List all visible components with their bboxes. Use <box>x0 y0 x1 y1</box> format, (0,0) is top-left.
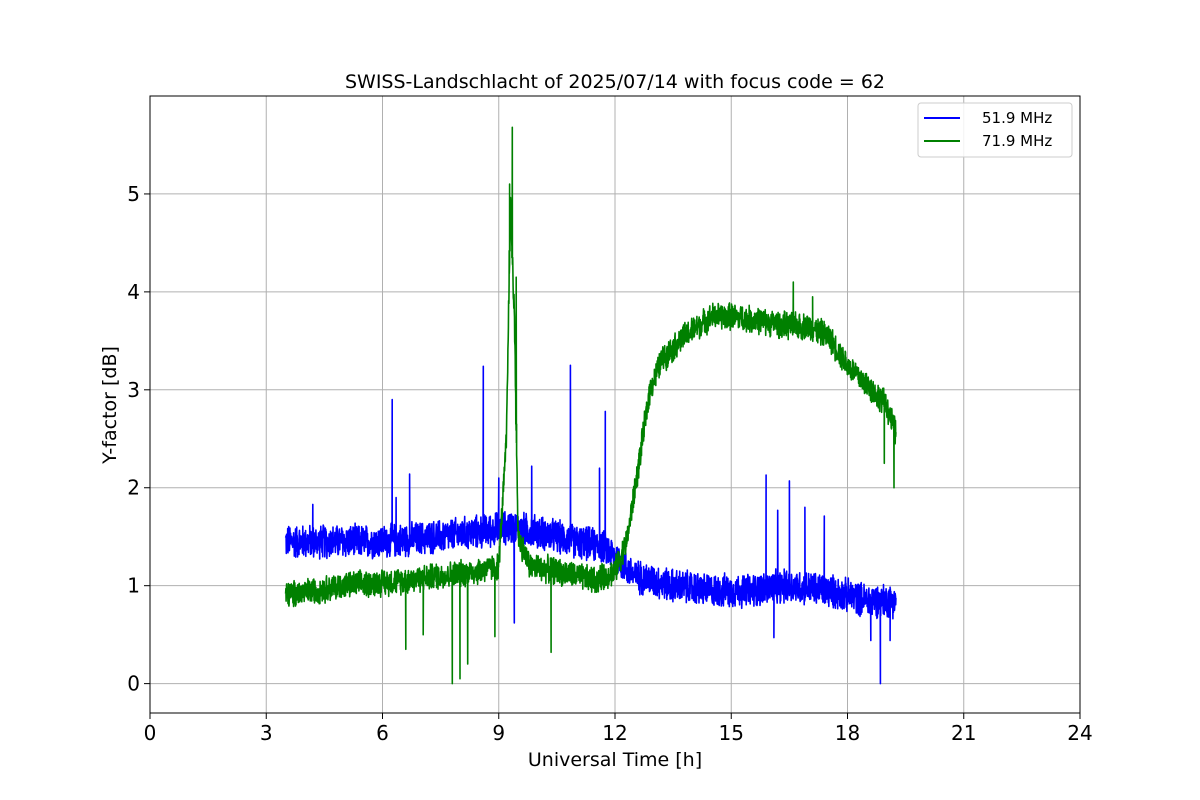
y-tick-label: 5 <box>127 182 140 206</box>
legend: 51.9 MHz 71.9 MHz <box>917 102 1073 158</box>
y-axis-label: Y-factor [dB] <box>99 346 121 465</box>
x-tick-label: 6 <box>376 721 389 745</box>
x-axis-label: Universal Time [h] <box>528 749 702 771</box>
x-tick-label: 21 <box>951 721 976 745</box>
legend-label: 71.9 MHz <box>982 132 1052 150</box>
x-tick-label: 12 <box>602 721 627 745</box>
x-tick-label: 18 <box>835 721 860 745</box>
x-tick-label: 3 <box>260 721 273 745</box>
y-tick-label: 0 <box>127 672 140 696</box>
x-tick-label: 15 <box>719 721 744 745</box>
x-tick-label: 0 <box>144 721 157 745</box>
y-tick-label: 1 <box>127 574 140 598</box>
series-lines <box>284 126 897 685</box>
chart-title: SWISS-Landschlacht of 2025/07/14 with fo… <box>345 71 885 93</box>
plot-frame <box>149 95 1081 714</box>
y-tick-label: 3 <box>127 378 140 402</box>
series-line-1 <box>284 364 897 685</box>
series-line-2 <box>284 126 897 685</box>
legend-box <box>917 102 1073 158</box>
y-tick-label: 4 <box>127 280 140 304</box>
x-tick-label: 24 <box>1067 721 1092 745</box>
x-tick-label: 9 <box>492 721 505 745</box>
y-tick-label: 2 <box>127 476 140 500</box>
legend-label: 51.9 MHz <box>982 109 1052 127</box>
